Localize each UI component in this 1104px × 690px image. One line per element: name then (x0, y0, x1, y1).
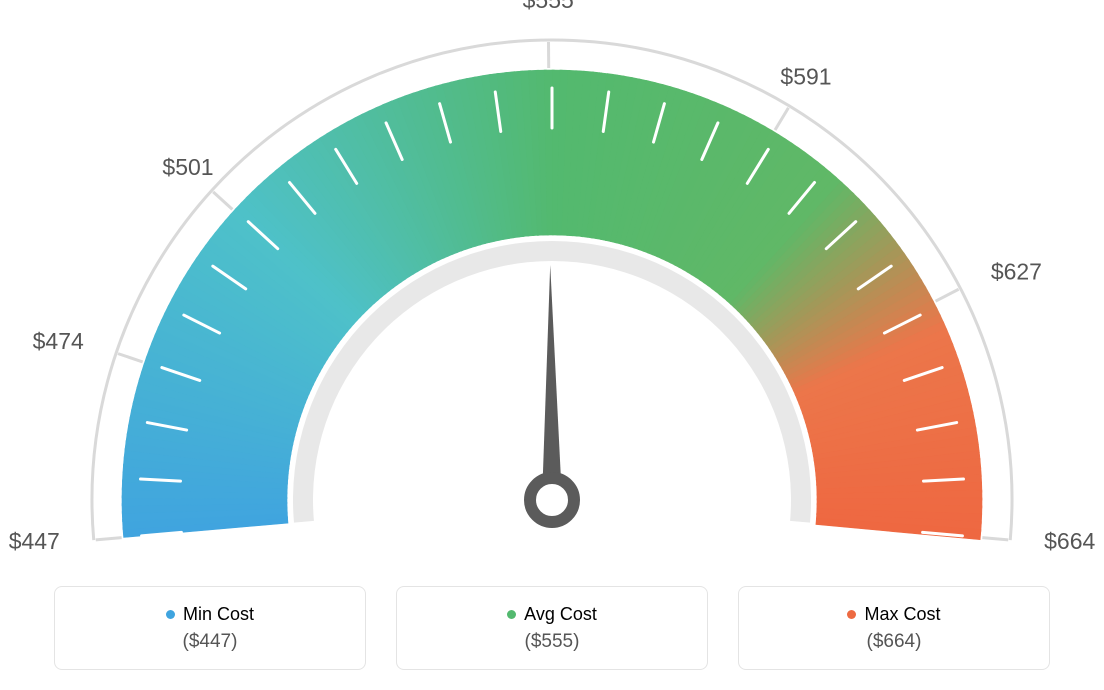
svg-text:$501: $501 (162, 154, 213, 180)
svg-text:$591: $591 (780, 64, 831, 90)
chart-container: $447 $474 $501 $555 $591 $627 $664 Min Cost ($… (0, 0, 1104, 690)
gauge-chart: $447 $474 $501 $555 $591 $627 $664 (0, 0, 1104, 560)
dot-icon (847, 610, 856, 619)
legend-avg-label: Avg Cost (524, 604, 597, 625)
legend-max-label: Max Cost (864, 604, 940, 625)
svg-text:$555: $555 (523, 0, 574, 13)
svg-text:$627: $627 (991, 259, 1042, 285)
legend-card-avg: Avg Cost ($555) (396, 586, 708, 670)
legend-avg-value: ($555) (525, 631, 580, 653)
legend-card-max: Max Cost ($664) (738, 586, 1050, 670)
legend-min-value: ($447) (183, 631, 238, 653)
legend-row: Min Cost ($447) Avg Cost ($555) Max Cost… (0, 586, 1104, 670)
dot-icon (166, 610, 175, 619)
svg-text:$447: $447 (9, 528, 60, 554)
legend-max-value: ($664) (867, 631, 922, 653)
legend-min-label: Min Cost (183, 604, 254, 625)
dot-icon (507, 610, 516, 619)
svg-text:$664: $664 (1044, 528, 1095, 554)
legend-max-title: Max Cost (847, 604, 940, 625)
svg-text:$474: $474 (33, 328, 84, 354)
legend-min-title: Min Cost (166, 604, 254, 625)
legend-avg-title: Avg Cost (507, 604, 597, 625)
legend-card-min: Min Cost ($447) (54, 586, 366, 670)
